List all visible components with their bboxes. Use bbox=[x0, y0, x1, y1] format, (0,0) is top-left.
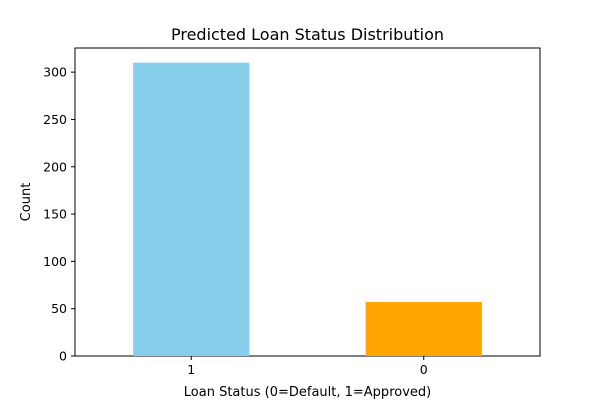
y-axis-label: Count bbox=[19, 183, 34, 222]
bar-0 bbox=[365, 302, 482, 356]
x-axis-label: Loan Status (0=Default, 1=Approved) bbox=[184, 385, 431, 400]
bar-1 bbox=[133, 62, 250, 357]
y-tick-label-100: 100 bbox=[43, 254, 67, 269]
chart-title: Predicted Loan Status Distribution bbox=[171, 25, 444, 44]
y-axis-ticks: 0 50 100 150 200 250 300 bbox=[43, 65, 75, 364]
x-tick-label-0: 0 bbox=[420, 362, 428, 377]
y-tick-label-150: 150 bbox=[43, 207, 67, 222]
x-tick-label-1: 1 bbox=[187, 362, 195, 377]
y-tick-label-300: 300 bbox=[43, 65, 67, 80]
plot-frame bbox=[74, 47, 541, 357]
y-tick-label-200: 200 bbox=[43, 159, 67, 174]
y-tick-label-50: 50 bbox=[51, 301, 67, 316]
y-tick-label-0: 0 bbox=[59, 349, 67, 364]
y-tick-label-250: 250 bbox=[43, 112, 67, 127]
bars-group bbox=[133, 62, 482, 357]
